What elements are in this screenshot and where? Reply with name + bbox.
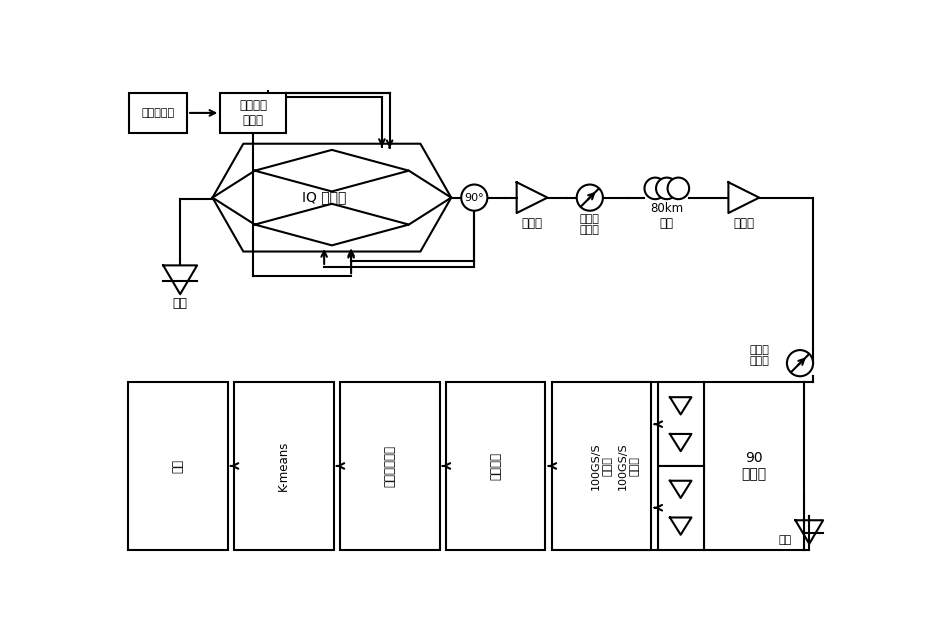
Text: 100GS/S
示波器: 100GS/S 示波器: [591, 442, 612, 490]
Text: IQ 调制器: IQ 调制器: [302, 191, 347, 204]
Text: 伪随机序列: 伪随机序列: [141, 108, 175, 118]
Bar: [234, 382, 333, 549]
Bar: [129, 93, 187, 133]
Bar: [704, 382, 804, 549]
Text: 任意波形
发生器: 任意波形 发生器: [239, 99, 267, 127]
Circle shape: [787, 350, 813, 376]
Text: 激光: 激光: [778, 536, 791, 545]
Bar: [552, 382, 652, 549]
Circle shape: [462, 185, 487, 211]
Text: 解码: 解码: [171, 459, 185, 473]
Bar: [220, 93, 285, 133]
Circle shape: [668, 178, 690, 199]
Circle shape: [656, 178, 677, 199]
Text: 100GS/S
示波器: 100GS/S 示波器: [618, 442, 640, 490]
Text: K-means: K-means: [277, 441, 290, 491]
Bar: [658, 466, 704, 549]
Text: 90
混频器: 90 混频器: [741, 451, 767, 481]
Text: 激光: 激光: [172, 297, 187, 310]
Bar: [600, 382, 658, 549]
Text: 可变光
衰减器: 可变光 衰减器: [580, 214, 600, 235]
Text: 80km
光纤: 80km 光纤: [650, 202, 683, 230]
Text: 载波相位恢复: 载波相位恢复: [383, 445, 396, 487]
Text: 放大器: 放大器: [733, 217, 755, 230]
Text: 时钟恢复: 时钟恢复: [489, 452, 502, 480]
Circle shape: [644, 178, 666, 199]
Text: 90°: 90°: [464, 192, 484, 203]
Bar: [128, 382, 228, 549]
Text: 可变光
衰减器: 可变光 衰减器: [749, 345, 770, 367]
Circle shape: [577, 185, 603, 211]
Bar: [658, 382, 704, 466]
Bar: [446, 382, 545, 549]
Bar: [340, 382, 440, 549]
Text: 放大器: 放大器: [522, 217, 543, 230]
